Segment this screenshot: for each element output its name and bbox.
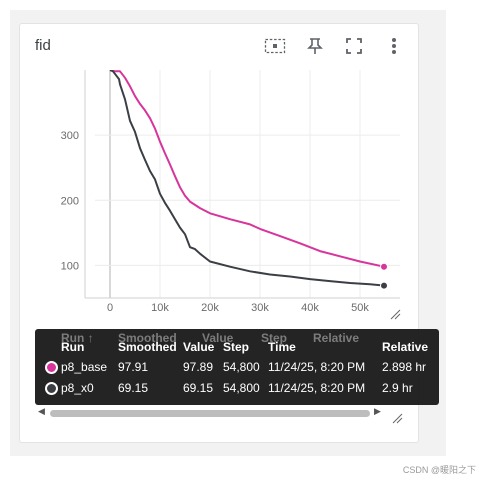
row-value: 97.89 (183, 360, 214, 374)
row-time: 11/24/25, 8:20 PM (268, 360, 366, 374)
ghost-run-header: Run ↑ (61, 331, 94, 345)
row-run: p8_x0 (61, 381, 94, 395)
chart-tick-labels: 0 10k 20k 30k 40k 50k 100 200 300 (61, 130, 370, 314)
x-tick-label: 20k (201, 302, 219, 314)
x-tick-label: 40k (301, 302, 319, 314)
chart-endpoints (380, 262, 388, 290)
series-endpoint-p8_x0 (380, 281, 388, 290)
tooltip-row-p8-x0: p8_x0 69.15 69.15 54,800 11/24/25, 8:20 … (35, 381, 439, 397)
y-tick-label: 200 (61, 195, 79, 207)
series-line-p8_base (109, 70, 385, 268)
tooltip-ghost-header: Run ↑ Smoothed Value Step Relative (35, 329, 439, 359)
select-region-icon[interactable] (263, 34, 287, 58)
header-step: Step (223, 340, 250, 354)
x-tick-label: 10k (151, 302, 169, 314)
row-step: 54,800 (223, 360, 260, 374)
chart-grid (95, 70, 400, 298)
y-tick-label: 300 (61, 130, 79, 142)
scroll-right-arrow[interactable]: ▶ (374, 406, 381, 416)
row-relative: 2.898 hr (382, 360, 427, 374)
row-smoothed: 69.15 (118, 381, 149, 395)
ghost-smoothed-header: Smoothed (118, 331, 177, 345)
fullscreen-icon[interactable] (342, 34, 366, 58)
resize-handle-icon[interactable] (389, 308, 401, 320)
more-vert-icon[interactable] (382, 34, 406, 58)
row-time: 11/24/25, 8:20 PM (268, 381, 366, 395)
header-smoothed: Smoothed (118, 340, 177, 354)
x-tick-label: 50k (351, 302, 369, 314)
horizontal-scrollbar[interactable] (50, 410, 370, 417)
scroll-left-arrow[interactable]: ◀ (38, 406, 45, 416)
header-relative: Relative (382, 340, 429, 354)
chart-title: fid (35, 37, 51, 54)
header-time: Time (268, 340, 296, 354)
series-color-dot (45, 361, 58, 374)
header-value: Value (183, 340, 215, 354)
row-value: 69.15 (183, 381, 214, 395)
ghost-relative-header: Relative (313, 331, 360, 345)
chart-axes (84, 70, 400, 299)
y-tick-label: 100 (61, 260, 79, 272)
series-color-dot (45, 382, 58, 395)
row-step: 54,800 (223, 381, 260, 395)
tooltip-panel: Run ↑ Smoothed Value Step Relative Run S… (35, 329, 439, 405)
x-tick-label: 30k (251, 302, 269, 314)
tooltip-row-p8-base: p8_base 97.91 97.89 54,800 11/24/25, 8:2… (35, 360, 439, 376)
x-tick-label: 0 (107, 302, 113, 314)
series-line-p8_x0 (109, 70, 385, 287)
pin-icon[interactable] (303, 34, 327, 58)
chart-series (109, 70, 385, 287)
ghost-step-header: Step (261, 331, 288, 345)
ghost-value-header: Value (202, 331, 234, 345)
header-run: Run (61, 340, 85, 354)
resize-handle-icon[interactable] (391, 412, 403, 424)
row-relative: 2.9 hr (382, 381, 413, 395)
row-smoothed: 97.91 (118, 360, 149, 374)
watermark: CSDN @暖阳之下 (402, 465, 476, 475)
series-endpoint-p8_base (380, 262, 388, 271)
row-run: p8_base (61, 360, 108, 374)
